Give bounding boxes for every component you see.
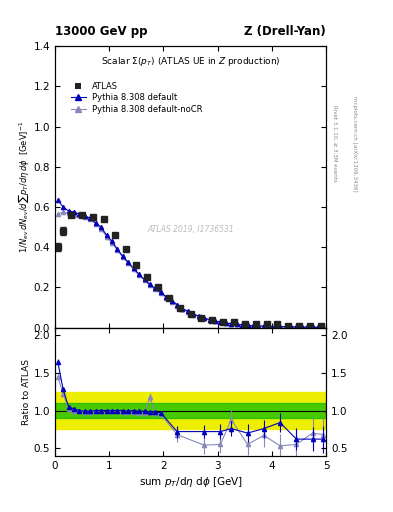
Bar: [55, 403, 326, 418]
Y-axis label: $1/N_{ev}\,dN_{ev}/d\sum p_T/d\eta\,d\phi$  [GeV]$^{-1}$: $1/N_{ev}\,dN_{ev}/d\sum p_T/d\eta\,d\ph…: [17, 121, 31, 253]
Text: Z (Drell-Yan): Z (Drell-Yan): [244, 25, 326, 37]
X-axis label: sum $p_T$/d$\eta$ d$\phi$ [GeV]: sum $p_T$/d$\eta$ d$\phi$ [GeV]: [138, 475, 243, 489]
Legend: ATLAS, Pythia 8.308 default, Pythia 8.308 default-noCR: ATLAS, Pythia 8.308 default, Pythia 8.30…: [67, 78, 206, 117]
Text: Scalar $\Sigma(p_T)$ (ATLAS UE in $Z$ production): Scalar $\Sigma(p_T)$ (ATLAS UE in $Z$ pr…: [101, 55, 280, 68]
Text: mcplots.cern.ch [arXiv:1306.3436]: mcplots.cern.ch [arXiv:1306.3436]: [352, 96, 357, 191]
Text: Rivet 3.1.10, ≥ 3.3M events: Rivet 3.1.10, ≥ 3.3M events: [332, 105, 337, 182]
Text: ATLAS 2019, I1736531: ATLAS 2019, I1736531: [147, 225, 234, 233]
Y-axis label: Ratio to ATLAS: Ratio to ATLAS: [22, 359, 31, 424]
Bar: [55, 392, 326, 430]
Text: 13000 GeV pp: 13000 GeV pp: [55, 25, 147, 37]
